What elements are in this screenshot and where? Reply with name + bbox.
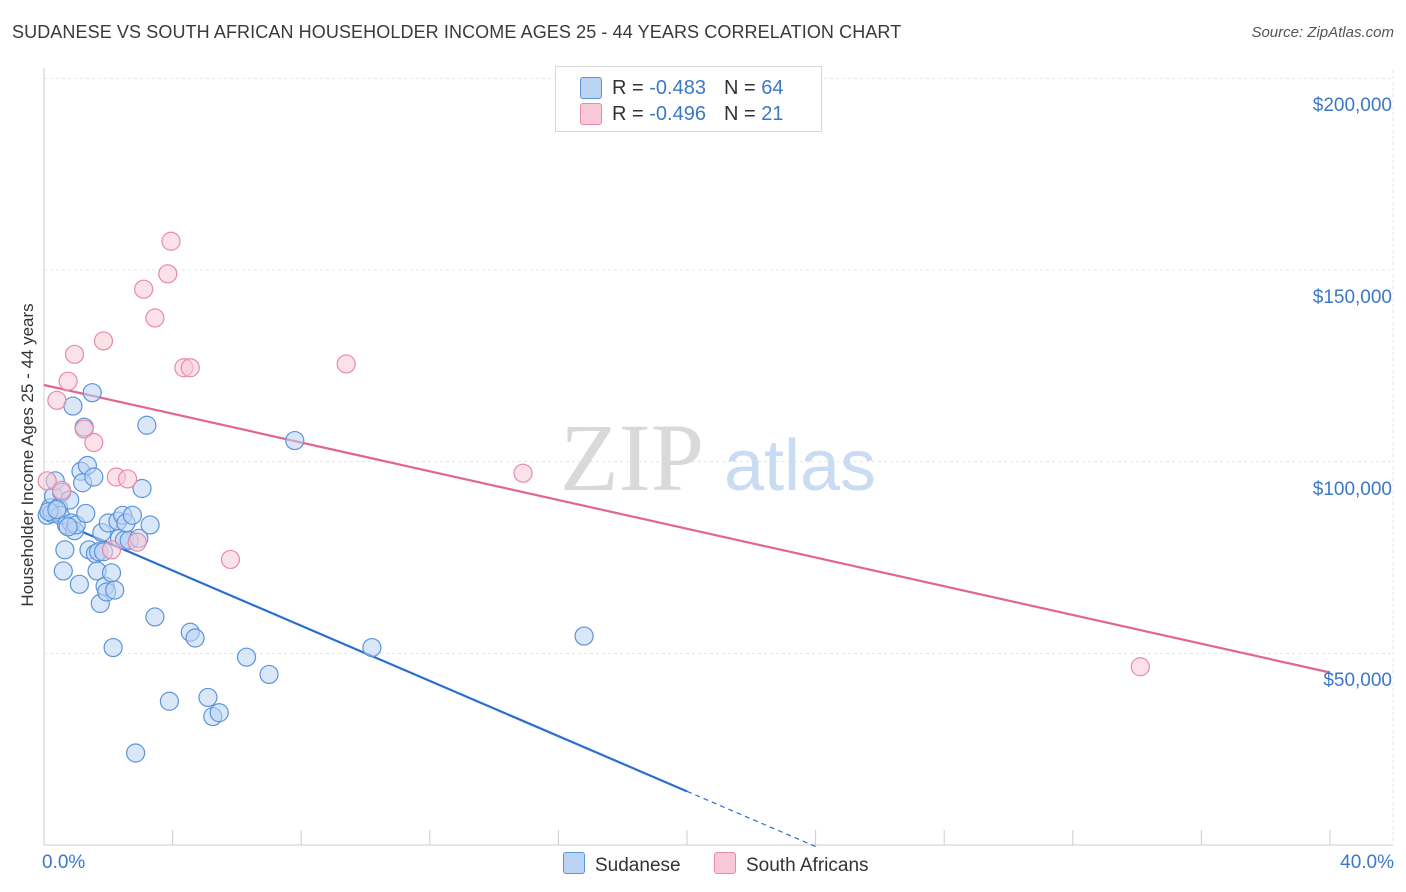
point-south-africans — [37, 471, 57, 491]
point-sudanese — [69, 574, 89, 594]
point-sudanese — [101, 563, 122, 583]
point-south-africans — [93, 331, 114, 351]
legend-label-south-africans: South Africans — [746, 855, 869, 876]
point-sudanese — [76, 503, 96, 524]
point-south-africans — [134, 279, 154, 299]
point-south-africans — [180, 358, 200, 378]
point-sudanese — [209, 703, 229, 723]
chart-title: SUDANESE VS SOUTH AFRICAN HOUSEHOLDER IN… — [12, 22, 902, 42]
point-south-africans — [64, 344, 85, 364]
point-south-africans — [220, 549, 241, 570]
series-south-africans-points — [37, 231, 1150, 677]
point-south-africans — [1130, 657, 1150, 677]
point-sudanese — [140, 515, 160, 535]
y-axis-label: Householder Income Ages 25 - 44 years — [18, 303, 37, 607]
south-africans-legend-swatch — [714, 852, 736, 874]
source-label: Source: ZipAtlas.com — [1251, 24, 1394, 41]
legend-label-sudanese: Sudanese — [595, 855, 681, 876]
watermark: ZIP atlas — [560, 404, 876, 511]
n-label: N = — [723, 103, 762, 125]
point-sudanese — [132, 478, 152, 499]
point-sudanese — [103, 637, 123, 658]
r-value-sudanese: -0.483 — [649, 77, 706, 99]
correlation-stats-box: R = -0.483 N = 64 R = -0.496 N = 21 — [555, 66, 822, 132]
y-tick-label: $150,000 — [1312, 287, 1392, 308]
point-sudanese — [53, 561, 73, 581]
point-sudanese — [122, 505, 143, 525]
point-south-africans — [47, 390, 67, 410]
point-south-africans — [52, 480, 72, 501]
point-sudanese — [362, 637, 382, 658]
point-sudanese — [574, 626, 594, 646]
legend-item-sudanese[interactable]: Sudanese — [563, 852, 681, 877]
point-sudanese — [285, 430, 305, 451]
r-value-south-africans: -0.496 — [649, 103, 706, 125]
point-south-africans — [161, 231, 181, 251]
point-sudanese — [105, 580, 125, 600]
point-south-africans — [145, 308, 165, 328]
trendline-sudanese-extension — [686, 790, 816, 848]
trendline-south-africans — [43, 383, 1331, 674]
watermark-atlas: atlas — [724, 426, 876, 506]
sudanese-swatch — [580, 77, 602, 99]
point-south-africans — [158, 264, 178, 284]
point-sudanese — [58, 517, 78, 537]
point-south-africans — [127, 532, 147, 552]
n-value-sudanese: 64 — [761, 77, 784, 99]
stats-text-south-africans: R = -0.496 N = 21 — [612, 103, 783, 126]
point-south-africans — [101, 540, 122, 560]
point-south-africans — [58, 371, 78, 391]
point-south-africans — [117, 469, 138, 489]
point-sudanese — [259, 664, 279, 685]
point-sudanese — [145, 607, 165, 627]
point-sudanese — [236, 647, 257, 667]
point-south-africans — [336, 354, 356, 374]
series-sudanese-points — [37, 383, 594, 763]
y-tick-label: $200,000 — [1312, 95, 1392, 117]
x-tick-label-max: 40.0% — [1340, 852, 1394, 873]
point-sudanese — [47, 499, 67, 520]
watermark-zip: ZIP — [560, 404, 704, 511]
point-sudanese — [84, 467, 104, 487]
r-label: R = — [612, 103, 650, 125]
point-sudanese — [82, 383, 102, 403]
axes — [43, 68, 1393, 846]
x-tick-label-min: 0.0% — [42, 852, 86, 873]
point-sudanese — [137, 415, 157, 435]
grid-lines — [44, 70, 1394, 845]
n-value-south-africans: 21 — [761, 103, 784, 125]
point-south-africans — [74, 419, 94, 439]
legend-item-south-africans[interactable]: South Africans — [714, 852, 869, 877]
stats-text-sudanese: R = -0.483 N = 64 — [612, 77, 783, 100]
point-south-africans — [84, 432, 104, 453]
south-africans-swatch — [580, 103, 602, 125]
point-sudanese — [198, 687, 218, 708]
n-label: N = — [723, 77, 762, 99]
sudanese-legend-swatch — [563, 852, 585, 874]
y-tick-label: $50,000 — [1323, 670, 1392, 692]
y-tick-label: $100,000 — [1312, 478, 1392, 500]
point-sudanese — [126, 743, 146, 763]
point-south-africans — [513, 463, 533, 483]
point-sudanese — [185, 628, 205, 648]
point-sudanese — [63, 396, 83, 416]
point-sudanese — [55, 540, 75, 560]
point-sudanese — [159, 691, 179, 711]
r-label: R = — [612, 77, 650, 99]
